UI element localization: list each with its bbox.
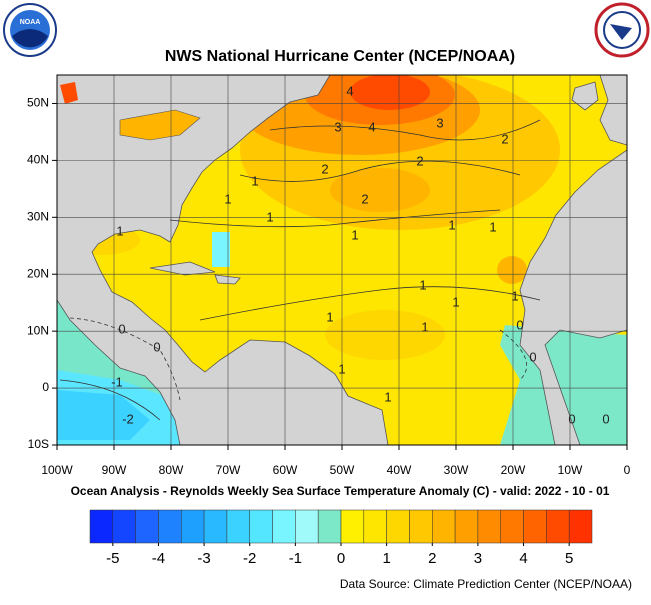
map-frame (56, 74, 628, 446)
colorbar-box (546, 509, 570, 544)
contour-label: 1 (419, 277, 426, 292)
lat-label: 30N (27, 209, 49, 223)
colorbar-box (295, 509, 319, 544)
colorbar-label: -3 (197, 550, 210, 567)
colorbar-label: -2 (243, 550, 256, 567)
lon-label: 50W (330, 463, 355, 477)
colorbar-box (158, 509, 182, 544)
lon-label: 30W (444, 463, 469, 477)
contour-label: 1 (251, 173, 258, 188)
colorbar-box (454, 509, 479, 544)
colorbar-label: 5 (565, 550, 573, 567)
contour-label: 1 (511, 288, 518, 303)
lon-label: 60W (273, 463, 298, 477)
contour-label: 4 (368, 119, 375, 134)
lat-label: 40N (27, 153, 49, 167)
contour-label: 0 (529, 349, 536, 364)
lat-label: 0 (42, 380, 49, 394)
contour-label: 1 (448, 217, 455, 232)
colorbar-box (409, 509, 433, 544)
contour-label: 0 (153, 339, 160, 354)
colorbar-box (112, 509, 136, 544)
data-source: Data Source: Climate Prediction Center (… (340, 577, 632, 591)
title: NWS National Hurricane Center (NCEP/NOAA… (165, 48, 515, 65)
lat-label: 20N (27, 266, 49, 280)
contour-label: 2 (501, 131, 508, 146)
colorbar-box (340, 509, 365, 544)
lon-label: 90W (102, 463, 127, 477)
lon-label: 40W (387, 463, 412, 477)
contour-label: 1 (266, 209, 273, 224)
colorbar-label: 0 (337, 550, 345, 567)
contour-label: 1 (116, 223, 123, 238)
colorbar-box (272, 509, 296, 544)
contour-label: 3 (436, 115, 443, 130)
colorbar-box (181, 509, 205, 544)
lon-label: 10W (558, 463, 583, 477)
contour-label: 2 (361, 191, 368, 206)
contour-label: -2 (122, 411, 134, 426)
colorbar-label: 1 (382, 550, 390, 567)
colorbar-label: -4 (152, 550, 165, 567)
contour-label: 1 (421, 319, 428, 334)
colorbar-box (203, 509, 228, 544)
contour-label: 0 (516, 317, 523, 332)
contour-label: 1 (384, 389, 391, 404)
colorbar-label: 3 (474, 550, 482, 567)
lat-label: 10S (28, 437, 49, 451)
colorbar-box (89, 509, 114, 544)
lon-label: 100W (41, 463, 73, 477)
lon-label: 0 (624, 463, 631, 477)
colorbar-box (500, 509, 524, 544)
contour-label: 1 (338, 361, 345, 376)
contour-label: 1 (489, 219, 496, 234)
contour-label: 1 (452, 294, 459, 309)
colorbar-box (568, 509, 593, 544)
lat-label: 50N (27, 96, 49, 110)
colorbar-label: 2 (428, 550, 436, 567)
nws-logo (594, 2, 650, 58)
colorbar-box (523, 509, 547, 544)
contour-label: 0 (568, 411, 575, 426)
contour-label: 4 (346, 83, 353, 98)
contour-label: 2 (321, 161, 328, 176)
colorbar: -5 -4 -3 -2 -1 0 1 2 3 4 5 (89, 509, 593, 567)
lon-label: 20W (501, 463, 526, 477)
colorbar-box (249, 509, 273, 544)
colorbar-box (363, 509, 387, 544)
colorbar-box (386, 509, 410, 544)
colorbar-box (226, 509, 250, 544)
colorbar-label: -5 (106, 550, 119, 567)
subtitle: Ocean Analysis - Reynolds Weekly Sea Sur… (71, 484, 610, 498)
lat-label: 10N (27, 323, 49, 337)
noaa-logo: NOAA (3, 3, 57, 57)
colorbar-label: -1 (289, 550, 302, 567)
colorbar-label: 4 (519, 550, 527, 567)
contour-label: 0 (118, 321, 125, 336)
lon-label: 70W (216, 463, 241, 477)
contour-label: 1 (351, 227, 358, 242)
colorbar-box (432, 509, 456, 544)
contour-label: 1 (224, 191, 231, 206)
colorbar-box (477, 509, 501, 544)
logo-text: NOAA (20, 19, 41, 26)
contour-label: 2 (416, 153, 423, 168)
colorbar-box (135, 509, 159, 544)
lon-label: 80W (159, 463, 184, 477)
contour-label: 3 (334, 119, 341, 134)
colorbar-box (317, 509, 342, 544)
contour-label: -1 (111, 374, 123, 389)
contour-label: 0 (602, 411, 609, 426)
contour-label: 1 (326, 309, 333, 324)
